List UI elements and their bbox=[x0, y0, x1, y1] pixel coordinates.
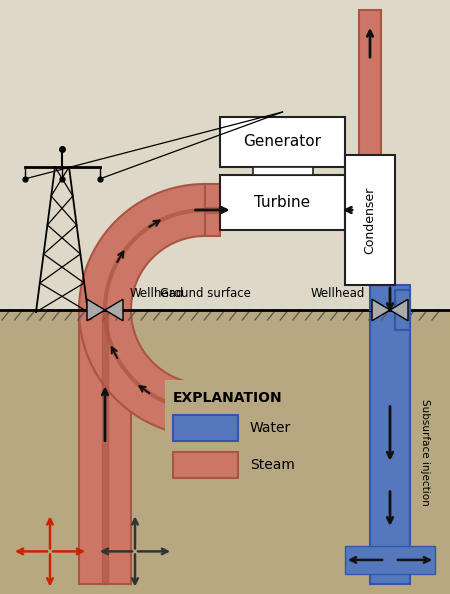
Bar bbox=[0, 310, 450, 594]
Text: Condenser: Condenser bbox=[364, 187, 377, 254]
Text: Turbine: Turbine bbox=[254, 195, 310, 210]
Polygon shape bbox=[390, 299, 408, 321]
Bar bbox=[370, 285, 410, 310]
Polygon shape bbox=[79, 184, 205, 310]
Text: Ground surface: Ground surface bbox=[160, 287, 251, 300]
Text: Steam: Steam bbox=[250, 458, 295, 472]
Polygon shape bbox=[87, 299, 105, 321]
Bar bbox=[345, 546, 435, 574]
Text: Wellhead: Wellhead bbox=[310, 287, 365, 300]
Polygon shape bbox=[105, 299, 123, 321]
Bar bbox=[345, 155, 395, 285]
Bar bbox=[220, 175, 345, 230]
Bar bbox=[102, 310, 108, 584]
Polygon shape bbox=[79, 310, 205, 436]
Text: Subsurface injection: Subsurface injection bbox=[420, 399, 430, 505]
Bar bbox=[359, 10, 381, 155]
Bar bbox=[0, 0, 450, 310]
Text: EXPLANATION: EXPLANATION bbox=[173, 391, 283, 405]
Polygon shape bbox=[372, 299, 390, 321]
Bar bbox=[252, 167, 312, 175]
Text: Wellhead: Wellhead bbox=[130, 287, 184, 300]
Text: Water: Water bbox=[250, 421, 291, 435]
Bar bbox=[220, 117, 345, 167]
Bar bbox=[173, 415, 238, 441]
Bar bbox=[205, 184, 220, 236]
Bar bbox=[370, 310, 410, 584]
Text: Generator: Generator bbox=[243, 134, 321, 150]
Bar bbox=[79, 310, 131, 584]
Bar bbox=[395, 290, 410, 330]
Bar bbox=[173, 452, 238, 478]
Bar bbox=[165, 380, 360, 495]
Bar bbox=[205, 207, 220, 213]
